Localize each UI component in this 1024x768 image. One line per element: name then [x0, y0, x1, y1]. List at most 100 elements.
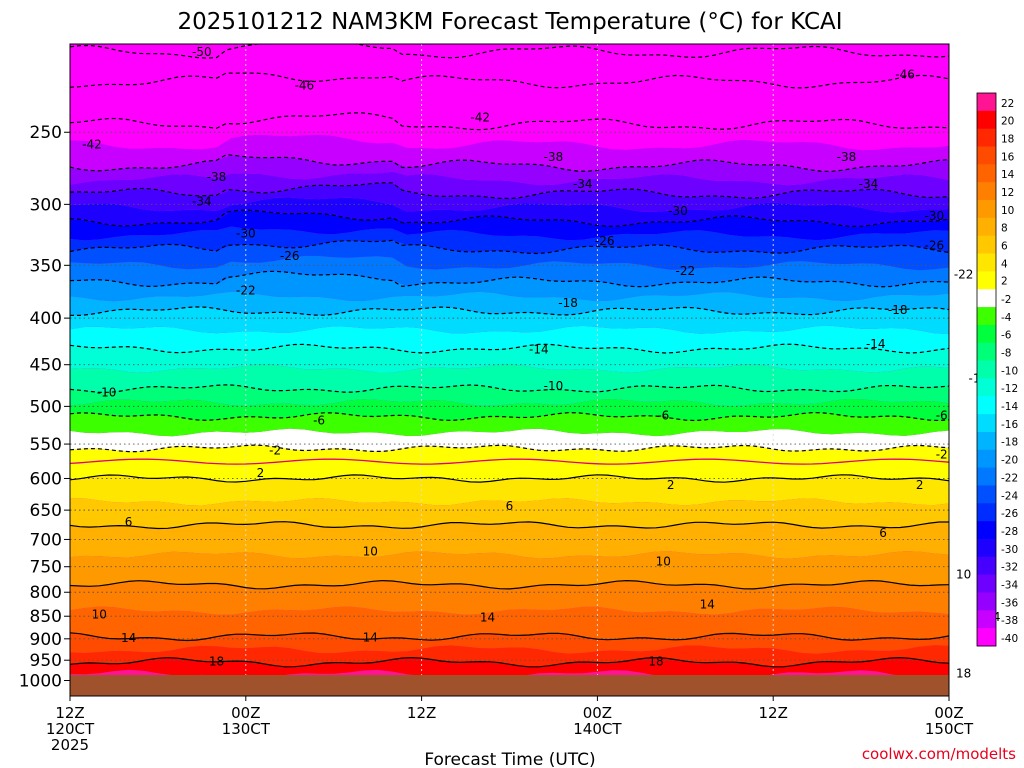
- temp-band: [70, 291, 949, 316]
- contour-label: -2: [269, 443, 281, 457]
- contour-line: [70, 632, 949, 642]
- colorbar-swatch: [977, 467, 996, 486]
- contour-label: 14: [700, 597, 715, 611]
- colorbar-label: 20: [1001, 116, 1014, 128]
- colorbar-swatch: [977, 164, 996, 183]
- temp-band: [70, 255, 949, 287]
- contour-line: [70, 153, 949, 172]
- temp-band: [70, 364, 949, 393]
- colorbar-swatch: [977, 503, 996, 522]
- colorbar-label: -28: [1001, 526, 1018, 538]
- contour-line: [70, 306, 949, 317]
- colorbar-label: 12: [1001, 187, 1014, 199]
- contour-label: -14: [866, 337, 886, 351]
- colorbar-label: 2: [1001, 275, 1008, 287]
- y-tick-label: 650: [30, 501, 62, 521]
- temp-band: [70, 498, 949, 529]
- credit-text: coolwx.com/modelts: [862, 745, 1016, 763]
- colorbar-swatch: [977, 538, 996, 558]
- temp-band: [70, 399, 949, 421]
- contour-label: -42: [470, 111, 490, 125]
- contour-label: -6: [936, 409, 948, 423]
- colorbar-swatch: [977, 217, 996, 237]
- contour-line: [70, 521, 949, 530]
- contour-line: [70, 44, 949, 59]
- contour-line: [70, 656, 949, 668]
- colorbar-swatch: [977, 431, 996, 451]
- contour-label: -26: [925, 239, 945, 253]
- colorbar-label: -12: [1001, 383, 1018, 395]
- contour-lines: [70, 44, 949, 668]
- colorbar-frame: [976, 92, 997, 647]
- y-tick-label: 950: [30, 651, 62, 671]
- colorbar-swatch: [977, 378, 996, 397]
- contour-label: 10: [92, 607, 107, 621]
- colorbar-label: -30: [1001, 544, 1018, 556]
- y-tick-label: 550: [30, 435, 62, 455]
- contour-label: -34: [573, 177, 593, 191]
- y-tick-label: 850: [30, 607, 62, 627]
- colorbar-swatch: [977, 342, 996, 361]
- colorbar-label: 6: [1001, 241, 1008, 253]
- grid-lines: [70, 44, 949, 696]
- contour-label: -18: [558, 296, 578, 310]
- y-tick-label: 350: [30, 256, 62, 276]
- y-tick-label: 250: [30, 123, 62, 143]
- colorbar-label: 14: [1001, 169, 1015, 181]
- colorbar-label: -20: [1001, 455, 1018, 467]
- contour-line: [70, 112, 949, 131]
- colorbar-swatch: [977, 128, 996, 147]
- temp-band: [70, 645, 949, 667]
- colorbar-label: -34: [1001, 580, 1018, 592]
- contour-label: 14: [121, 631, 136, 645]
- temp-band: [70, 657, 949, 680]
- plot-area: -50-46-46-42-42-38-38 -38-34-34 -34-30-30-…: [69, 43, 1001, 697]
- contour-label: -26: [595, 234, 615, 248]
- contour-line: [70, 72, 949, 89]
- temp-band: [70, 551, 949, 589]
- temp-band: [70, 182, 949, 213]
- contour-label: -10: [544, 379, 564, 393]
- contour-labels: -50-46-46-42-42-38-38 -38-34-34 -34-30-30-…: [82, 45, 1000, 680]
- colorbar-label: 10: [1001, 205, 1014, 217]
- freezing-line: [70, 458, 949, 465]
- colorbar-label: -22: [1001, 472, 1018, 484]
- y-tick-label: 600: [30, 469, 62, 489]
- contour-label: -38: [544, 150, 564, 164]
- contour-label: -22: [675, 264, 695, 278]
- contour-label: -30: [668, 204, 688, 218]
- contour-label: -18: [888, 303, 908, 317]
- colorbar-swatch: [977, 307, 996, 326]
- x-tick-label: 12Z: [759, 704, 788, 722]
- temp-band: [70, 44, 949, 151]
- contour-line: [70, 411, 949, 422]
- y-tick-label: 400: [30, 309, 62, 329]
- temp-band: [70, 271, 949, 302]
- colorbar-label: -16: [1001, 419, 1018, 431]
- colorbar-label: 22: [1001, 98, 1014, 110]
- contour-label: 10: [656, 554, 671, 568]
- colorbar-swatch: [977, 146, 996, 165]
- temp-band: [70, 412, 949, 437]
- contour-label: 18: [648, 654, 663, 668]
- contour-line: [70, 384, 949, 393]
- colorbar-label: -8: [1001, 348, 1011, 360]
- temp-band: [70, 344, 949, 373]
- contour-label: -46: [295, 78, 315, 92]
- x-tick-label: 150CT: [925, 720, 974, 738]
- contour-label: 10: [363, 545, 378, 559]
- contour-label: -38: [207, 170, 227, 184]
- y-tick-label: 500: [30, 397, 62, 417]
- colorbar: 22 20 18 16 14 12 10 8 6 4 2 -2 -4 -6 -8 -10 -12 -14 -16 -1…: [976, 92, 1018, 647]
- colorbar-label: -10: [1001, 365, 1018, 377]
- contour-label: -22: [236, 283, 256, 297]
- x-axis-label: Forecast Time (UTC): [424, 750, 595, 768]
- contour-label: -6: [657, 409, 669, 423]
- colorbar-swatch: [977, 110, 996, 130]
- colorbar-label: 8: [1001, 223, 1008, 235]
- contour-label: 14: [363, 631, 378, 645]
- colorbar-swatch: [977, 289, 996, 308]
- colorbar-label: -24: [1001, 490, 1018, 502]
- x-tick-label: 12Z: [55, 704, 84, 722]
